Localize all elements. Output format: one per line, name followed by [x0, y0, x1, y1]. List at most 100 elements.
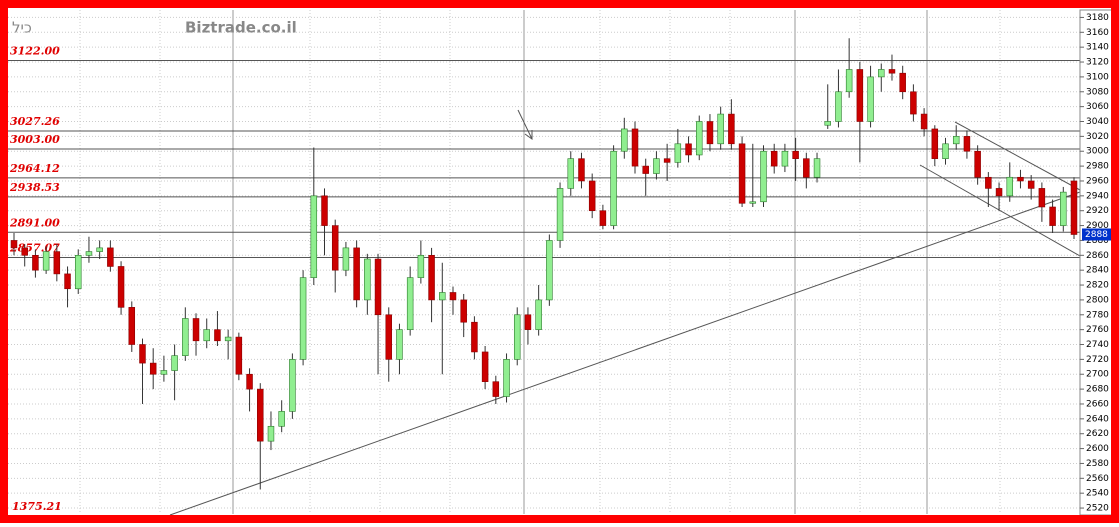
candle-body [749, 201, 757, 204]
candle-body [920, 113, 928, 130]
candle-body [995, 188, 1003, 197]
trendlines [169, 109, 1081, 516]
candle-body [428, 255, 435, 301]
y-tick-label: 2580 [1086, 459, 1109, 469]
y-tick-label: 2720 [1086, 355, 1109, 365]
candle-body [21, 247, 28, 256]
candle-body [1038, 188, 1046, 208]
candle-body [331, 225, 339, 271]
candle-body [1070, 180, 1078, 235]
vertical-grid [79, 10, 1001, 514]
y-tick-label: 2960 [1086, 176, 1109, 186]
candle-body [974, 150, 981, 178]
y-tick-label: 3120 [1086, 58, 1109, 68]
y-tick-label: 2680 [1086, 385, 1109, 395]
bottom-level-label: 1375.21 [12, 500, 62, 513]
candle-body [289, 359, 296, 412]
candle-body [856, 69, 864, 122]
candle-body [706, 121, 714, 145]
candle-body [546, 240, 553, 301]
candle-body [267, 425, 275, 442]
candle-body [781, 150, 789, 167]
candle-body [246, 373, 253, 390]
candle-body [803, 158, 810, 178]
candle-body [449, 292, 457, 301]
candle-body [738, 143, 746, 204]
y-tick-label: 3180 [1086, 13, 1109, 23]
candle-body [1006, 176, 1014, 197]
candle-body [299, 277, 307, 360]
level-label: 3003.00 [10, 133, 60, 146]
candle-body [1017, 176, 1024, 182]
y-tick-label: 2840 [1086, 266, 1109, 276]
level-label: 3122.00 [10, 45, 60, 58]
last-price-box [1082, 228, 1112, 241]
candle-body [845, 69, 853, 93]
candle-body [396, 329, 403, 360]
candle-body [578, 158, 585, 182]
candle-body [42, 251, 50, 271]
candle-body [364, 258, 371, 301]
candle-body [278, 411, 285, 427]
y-tick-label: 2780 [1086, 310, 1109, 320]
candle-body [985, 176, 992, 189]
y-tick-label: 3160 [1086, 28, 1109, 38]
y-tick-label: 3000 [1086, 147, 1109, 157]
candle-body [824, 121, 831, 126]
candle-body [192, 318, 200, 342]
candle-body [385, 314, 392, 360]
candle-body [182, 318, 189, 356]
candle-body [1049, 206, 1056, 226]
candle-body [53, 251, 61, 275]
candle-body [417, 255, 425, 278]
candle-body [963, 136, 971, 152]
y-tick-label: 2740 [1086, 340, 1109, 350]
y-tick-label: 2660 [1086, 399, 1109, 409]
candle-body [567, 158, 575, 189]
last-price-label: 2888 [1085, 230, 1108, 240]
candle-body [728, 113, 735, 145]
candle-body [321, 195, 328, 226]
candle-body [257, 388, 264, 442]
y-tick-label: 2860 [1086, 251, 1109, 261]
y-tick-label: 2940 [1086, 191, 1109, 201]
candle-body [460, 299, 467, 323]
level-label: 2891.00 [9, 216, 60, 229]
candle-body [610, 150, 617, 226]
y-tick-label: 2520 [1086, 504, 1109, 514]
y-tick-label: 2800 [1086, 295, 1109, 305]
candle-body [128, 307, 136, 345]
candle-body [599, 210, 607, 226]
y-tick-label: 2920 [1086, 206, 1109, 216]
y-tick-label: 2700 [1086, 370, 1109, 380]
candle-body [642, 165, 649, 174]
candle-body [171, 355, 178, 371]
candle-body [760, 150, 767, 203]
y-tick-label: 3140 [1086, 43, 1109, 53]
y-tick-label: 2620 [1086, 429, 1109, 439]
candle-body [374, 258, 382, 316]
site-title: Biztrade.co.il [185, 19, 297, 37]
candle-body [867, 76, 874, 122]
candle-body [942, 143, 949, 159]
symbol: כיל [12, 19, 32, 37]
candle-body [910, 91, 917, 115]
candle-body [588, 180, 596, 212]
candle-body [696, 121, 703, 156]
candle-body [1027, 180, 1035, 189]
candle-body [353, 247, 360, 301]
y-tick-label: 3080 [1086, 87, 1109, 97]
candle-body [835, 91, 842, 122]
candle-body [663, 158, 671, 163]
candle-body [631, 128, 639, 167]
y-tick-label: 3060 [1086, 102, 1109, 112]
candle-body [342, 247, 350, 271]
y-tick-label: 2600 [1086, 444, 1109, 454]
candle-body [792, 150, 799, 159]
y-tick-label: 2560 [1086, 474, 1109, 484]
candle-body [32, 255, 39, 271]
y-tick-label: 3020 [1086, 132, 1109, 142]
candle-body [107, 247, 114, 267]
